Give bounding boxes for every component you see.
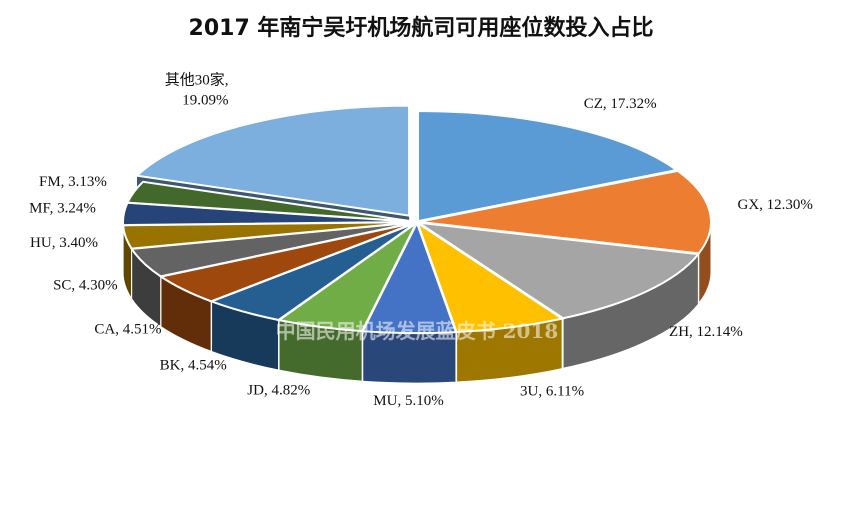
slice-label-mu-4: MU, 5.10% xyxy=(373,393,443,409)
slice-label-mf-10: MF, 3.24% xyxy=(29,200,96,216)
pie-slice-cz-0 xyxy=(417,110,680,223)
pie-slice-gx-1 xyxy=(418,169,712,255)
slice-label-cz-0: CZ, 17.32% xyxy=(584,96,657,112)
slice-label-fm-11: FM, 3.13% xyxy=(39,174,107,190)
pie-slice-30-12 xyxy=(134,104,411,217)
watermark: 中国民用机场发展蓝皮书 2018 xyxy=(276,319,559,343)
pie-labels: CZ, 17.32% GX, 12.30% ZH, 12.14% 3U, 6.11% M… xyxy=(29,72,813,409)
pie-slice-fm-11 xyxy=(125,180,416,223)
slice-label-3u-3: 3U, 6.11% xyxy=(520,383,584,399)
slice-label-zh-2: ZH, 12.14% xyxy=(669,324,743,340)
slice-label-gx-1: GX, 12.30% xyxy=(738,197,813,213)
chart-title: 2017 年南宁吴圩机场航司可用座位数投入占比 xyxy=(188,16,654,41)
slice-label-30-12: 其他30家, 19.09% xyxy=(165,72,229,109)
slice-label-ca-7: CA, 4.51% xyxy=(94,321,161,337)
slice-label-sc-8: SC, 4.30% xyxy=(53,278,118,294)
slice-label-hu-9: HU, 3.40% xyxy=(30,235,98,251)
pie-tops xyxy=(122,104,712,335)
slice-label-bk-6: BK, 4.54% xyxy=(160,358,227,374)
slice-label-jd-5: JD, 4.82% xyxy=(247,383,310,399)
pie-slice-zh-2 xyxy=(418,221,701,320)
